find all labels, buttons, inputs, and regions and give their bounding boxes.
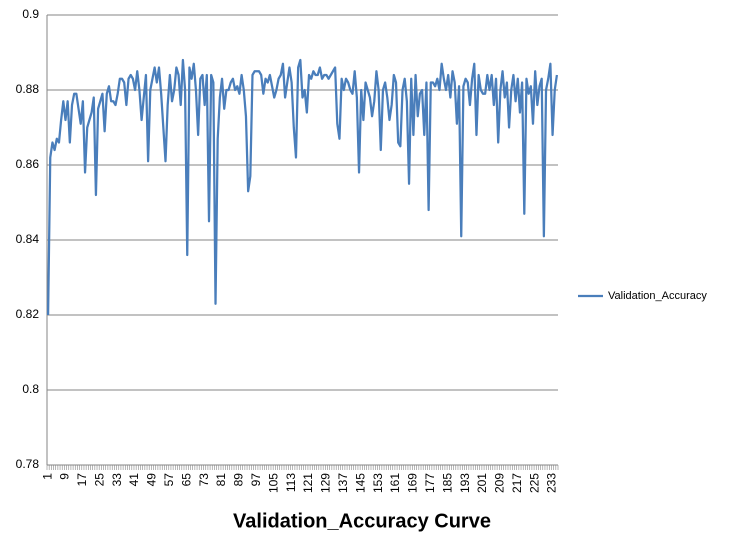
x-tick-label: 9 bbox=[58, 473, 72, 480]
x-tick-label: 33 bbox=[110, 473, 124, 487]
x-tick-label: 233 bbox=[545, 473, 559, 493]
x-tick-label: 57 bbox=[162, 473, 176, 487]
y-tick-label: 0.84 bbox=[16, 232, 40, 246]
x-tick-label: 169 bbox=[406, 473, 420, 493]
x-tick-label: 129 bbox=[319, 473, 333, 493]
x-tick-label: 17 bbox=[75, 473, 89, 487]
x-tick-label: 25 bbox=[92, 473, 106, 487]
chart-title: Validation_Accuracy Curve bbox=[233, 510, 491, 532]
x-tick-label: 137 bbox=[336, 473, 350, 493]
x-tick-label: 121 bbox=[301, 473, 315, 493]
y-tick-label: 0.88 bbox=[16, 82, 40, 96]
x-tick-label: 145 bbox=[353, 473, 367, 493]
x-tick-label: 113 bbox=[284, 473, 298, 492]
x-tick-label: 177 bbox=[423, 473, 437, 493]
y-tick-label: 0.8 bbox=[22, 382, 39, 396]
x-tick-label: 225 bbox=[527, 473, 541, 493]
x-tick-label: 65 bbox=[179, 473, 193, 487]
data-line bbox=[46, 58, 559, 316]
x-tick-label: 161 bbox=[388, 473, 402, 493]
y-tick-label: 0.9 bbox=[22, 7, 39, 21]
x-tick-label: 89 bbox=[232, 473, 246, 487]
x-tick-label: 81 bbox=[214, 473, 228, 487]
y-tick-label: 0.78 bbox=[16, 457, 40, 471]
x-tick-label: 41 bbox=[127, 473, 141, 487]
x-tick-label: 105 bbox=[266, 473, 280, 493]
x-tick-label: 185 bbox=[440, 473, 454, 493]
x-tick-label: 73 bbox=[197, 473, 211, 487]
x-tick-label: 217 bbox=[510, 473, 524, 493]
x-tick-label: 153 bbox=[371, 473, 385, 493]
x-tick-label: 201 bbox=[475, 473, 489, 493]
x-tick-label: 193 bbox=[458, 473, 472, 493]
legend-label: Validation_Accuracy bbox=[608, 290, 707, 302]
x-tick-label: 1 bbox=[40, 473, 54, 480]
x-tick-label: 209 bbox=[493, 473, 507, 493]
x-tick-label: 97 bbox=[249, 473, 263, 487]
y-tick-label: 0.82 bbox=[16, 307, 40, 321]
x-tick-label: 49 bbox=[145, 473, 159, 487]
y-tick-label: 0.86 bbox=[16, 157, 40, 171]
